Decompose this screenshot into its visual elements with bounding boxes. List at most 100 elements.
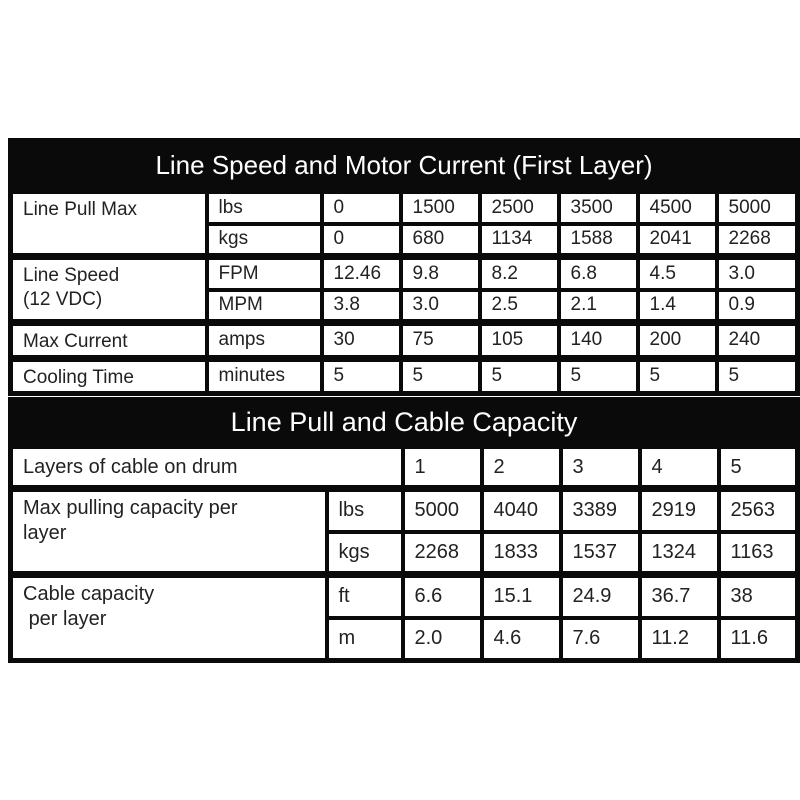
t1-value-amps-3: 105 <box>477 319 561 361</box>
t2-label-layers: Layers of cable on drum <box>8 442 405 491</box>
t1-value-kgs-3: 1134 <box>477 221 561 259</box>
t1-value-fpm-3: 8.2 <box>477 253 561 292</box>
t2-value-lbs-1: 5000 <box>400 485 484 534</box>
t1-label-max-current: Max Current <box>8 319 209 361</box>
label-text: Max Current <box>23 331 128 352</box>
table-row: Line Speed and Motor Current (First Laye… <box>10 140 798 191</box>
t1-value-mpm-2: 3.0 <box>398 287 482 325</box>
t1-value-amps-4: 140 <box>556 319 640 361</box>
t2-unit-lbs: lbs <box>324 485 405 534</box>
t1-value-lbs-5: 4500 <box>635 187 719 226</box>
t1-value-kgs-5: 2041 <box>635 221 719 259</box>
t1-value-lbs-1: 0 <box>319 187 403 226</box>
t1-value-amps-6: 240 <box>714 319 800 361</box>
line-speed-motor-current-table: Line Speed and Motor Current (First Laye… <box>8 138 800 396</box>
table-row: MPM 3.8 3.0 2.5 2.1 1.4 0.9 <box>11 287 800 325</box>
t2-layer-5: 5 <box>716 442 800 491</box>
t1-unit-kgs: kgs <box>204 221 324 259</box>
table-row: m 2.0 4.6 7.6 11.2 11.6 <box>11 615 800 663</box>
t2-value-lbs-5: 2563 <box>716 485 800 534</box>
t1-value-mpm-3: 2.5 <box>477 287 561 325</box>
t2-value-lbs-4: 2919 <box>637 485 721 534</box>
t2-value-ft-1: 6.6 <box>400 571 484 620</box>
t2-value-m-5: 11.6 <box>716 615 800 663</box>
t2-value-kgs-3: 1537 <box>558 529 642 577</box>
t2-value-kgs-5: 1163 <box>716 529 800 577</box>
table-row: kgs 0 680 1134 1588 2041 2268 <box>11 221 800 259</box>
t2-value-ft-3: 24.9 <box>558 571 642 620</box>
t1-value-amps-2: 75 <box>398 319 482 361</box>
t1-value-kgs-6: 2268 <box>714 221 800 259</box>
t2-layer-1: 1 <box>400 442 484 491</box>
t2-unit-ft: ft <box>324 571 405 620</box>
table-row: Line Pull and Cable Capacity <box>10 399 798 446</box>
t1-value-min-6: 5 <box>714 354 800 395</box>
t1-label-line-speed: Line Speed (12 VDC) <box>8 253 209 325</box>
t1-unit-amps: amps <box>204 319 324 361</box>
label-text: Cable capacity <box>23 583 155 605</box>
t1-value-lbs-6: 5000 <box>714 187 800 226</box>
t2-value-lbs-3: 3389 <box>558 485 642 534</box>
table-row: Line Speed (12 VDC) FPM 12.46 9.8 8.2 6.8… <box>8 253 800 325</box>
t2-value-ft-2: 15.1 <box>479 571 563 620</box>
t1-unit-mpm: MPM <box>204 287 324 325</box>
t1-unit-fpm: FPM <box>204 253 324 292</box>
t1-value-amps-5: 200 <box>635 319 719 361</box>
t1-label-cooling-time: Cooling Time <box>8 354 209 395</box>
table-row: Max pulling capacity per layer lbs 5000 4… <box>8 485 800 577</box>
t2-value-kgs-4: 1324 <box>637 529 721 577</box>
label-text: per layer <box>23 608 107 630</box>
t1-value-min-3: 5 <box>477 354 561 395</box>
t2-unit-kgs: kgs <box>324 529 405 577</box>
t2-label-max-pulling-capacity: Max pulling capacity per layer <box>8 485 329 577</box>
label-text: Max pulling capacity per <box>23 497 238 519</box>
t1-value-min-4: 5 <box>556 354 640 395</box>
table1-title: Line Speed and Motor Current (First Laye… <box>10 140 798 191</box>
t1-value-fpm-5: 4.5 <box>635 253 719 292</box>
t1-value-amps-1: 30 <box>319 319 403 361</box>
t1-value-lbs-4: 3500 <box>556 187 640 226</box>
line-pull-cable-capacity-table: Line Pull and Cable Capacity Layers of c… <box>8 397 800 663</box>
label-text: Line Pull Max <box>23 199 138 220</box>
t2-value-m-2: 4.6 <box>479 615 563 663</box>
t1-value-fpm-6: 3.0 <box>714 253 800 292</box>
t2-value-m-1: 2.0 <box>400 615 484 663</box>
t2-value-m-4: 11.2 <box>637 615 721 663</box>
t2-value-lbs-2: 4040 <box>479 485 563 534</box>
t1-value-mpm-1: 3.8 <box>319 287 403 325</box>
table-row: Cable capacity per layer ft 6.6 15.1 24.… <box>8 571 800 663</box>
label-text: (12 VDC) <box>23 288 103 310</box>
t1-unit-minutes: minutes <box>204 354 324 395</box>
t1-value-mpm-5: 1.4 <box>635 287 719 325</box>
t2-unit-m: m <box>324 615 405 663</box>
t2-label-cable-capacity: Cable capacity per layer <box>8 571 329 663</box>
t1-value-kgs-4: 1588 <box>556 221 640 259</box>
t1-value-fpm-2: 9.8 <box>398 253 482 292</box>
t2-value-m-3: 7.6 <box>558 615 642 663</box>
t1-value-fpm-4: 6.8 <box>556 253 640 292</box>
t1-value-min-2: 5 <box>398 354 482 395</box>
t1-value-lbs-3: 2500 <box>477 187 561 226</box>
t2-value-kgs-1: 2268 <box>400 529 484 577</box>
t1-value-lbs-2: 1500 <box>398 187 482 226</box>
t1-value-min-1: 5 <box>319 354 403 395</box>
table-row: Cooling Time minutes 5 5 5 5 5 5 <box>8 354 800 395</box>
t2-value-ft-5: 38 <box>716 571 800 620</box>
t2-value-ft-4: 36.7 <box>637 571 721 620</box>
t1-value-kgs-2: 680 <box>398 221 482 259</box>
label-text: Line Speed <box>23 265 120 286</box>
label-text: layer <box>23 522 67 544</box>
t1-unit-lbs: lbs <box>204 187 324 226</box>
t1-value-mpm-6: 0.9 <box>714 287 800 325</box>
t1-value-fpm-1: 12.46 <box>319 253 403 292</box>
t2-layer-3: 3 <box>558 442 642 491</box>
t2-layer-4: 4 <box>637 442 721 491</box>
t1-value-min-5: 5 <box>635 354 719 395</box>
table-row: Layers of cable on drum 1 2 3 4 5 <box>8 442 800 491</box>
table-row: Line Pull Max lbs 0 1500 2500 3500 4500 … <box>8 187 800 259</box>
t2-layer-2: 2 <box>479 442 563 491</box>
t1-value-mpm-4: 2.1 <box>556 287 640 325</box>
label-text: Cooling Time <box>23 366 134 388</box>
table-row: kgs 2268 1833 1537 1324 1163 <box>11 529 800 577</box>
